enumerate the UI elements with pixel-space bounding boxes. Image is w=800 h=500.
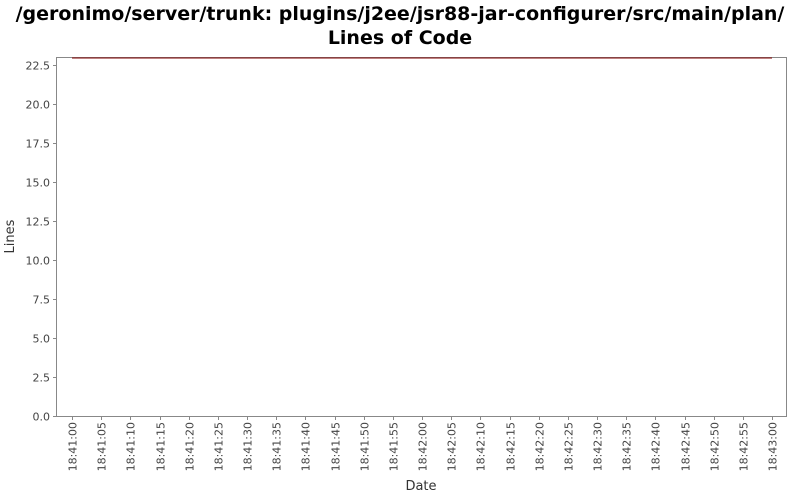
y-tick-label: 2.5 [33, 372, 51, 385]
x-tick-label: 18:42:50 [709, 422, 722, 471]
x-tick-label: 18:42:40 [650, 422, 663, 471]
y-tick-label: 10.0 [26, 255, 51, 268]
y-tick-label: 22.5 [26, 60, 51, 73]
y-axis: 0.0 2.5 5.0 7.5 10.0 12.5 15.0 17.5 20.0 22.5 [26, 60, 56, 424]
y-tick-label: 17.5 [26, 138, 51, 151]
plot-area [56, 57, 787, 417]
x-axis: 18:41:00 18:41:05 18:41:10 18:41:15 18:41:20… [67, 416, 780, 471]
x-tick-label: 18:41:00 [67, 422, 80, 471]
x-tick-label: 18:42:25 [563, 422, 576, 471]
x-tick-label: 18:42:00 [417, 422, 430, 471]
x-tick-label: 18:41:30 [242, 422, 255, 471]
x-tick-label: 18:41:20 [184, 422, 197, 471]
x-tick-label: 18:41:10 [125, 422, 138, 471]
y-tick-label: 12.5 [26, 216, 51, 229]
x-tick-label: 18:42:30 [592, 422, 605, 471]
x-tick-label: 18:43:00 [767, 422, 780, 471]
chart-title: /geronimo/server/trunk: plugins/j2ee/jsr… [0, 2, 800, 50]
chart-title-line-2: Lines of Code [327, 27, 473, 49]
y-tick-label: 20.0 [26, 99, 51, 112]
x-tick-label: 18:42:45 [680, 422, 693, 471]
x-tick-label: 18:42:20 [534, 422, 547, 471]
x-axis-label: Date [405, 479, 436, 494]
y-axis-label: Lines [3, 219, 18, 253]
x-tick-label: 18:41:45 [330, 422, 343, 471]
x-tick-label: 18:41:25 [213, 422, 226, 471]
x-tick-label: 18:42:15 [505, 422, 518, 471]
x-tick-label: 18:41:05 [96, 422, 109, 471]
x-tick-label: 18:42:55 [738, 422, 751, 471]
x-tick-label: 18:41:35 [271, 422, 284, 471]
y-tick-label: 15.0 [26, 177, 51, 190]
y-tick-label: 7.5 [33, 294, 51, 307]
x-tick-label: 18:41:50 [359, 422, 372, 471]
x-tick-label: 18:42:35 [621, 422, 634, 471]
y-tick-label: 5.0 [33, 333, 51, 346]
x-tick-label: 18:42:10 [475, 422, 488, 471]
x-tick-label: 18:41:55 [388, 422, 401, 471]
x-tick-label: 18:41:40 [300, 422, 313, 471]
x-tick-label: 18:42:05 [446, 422, 459, 471]
chart-title-line-1: /geronimo/server/trunk: plugins/j2ee/jsr… [15, 3, 785, 25]
y-tick-label: 0.0 [33, 411, 51, 424]
x-tick-label: 18:41:15 [155, 422, 168, 471]
